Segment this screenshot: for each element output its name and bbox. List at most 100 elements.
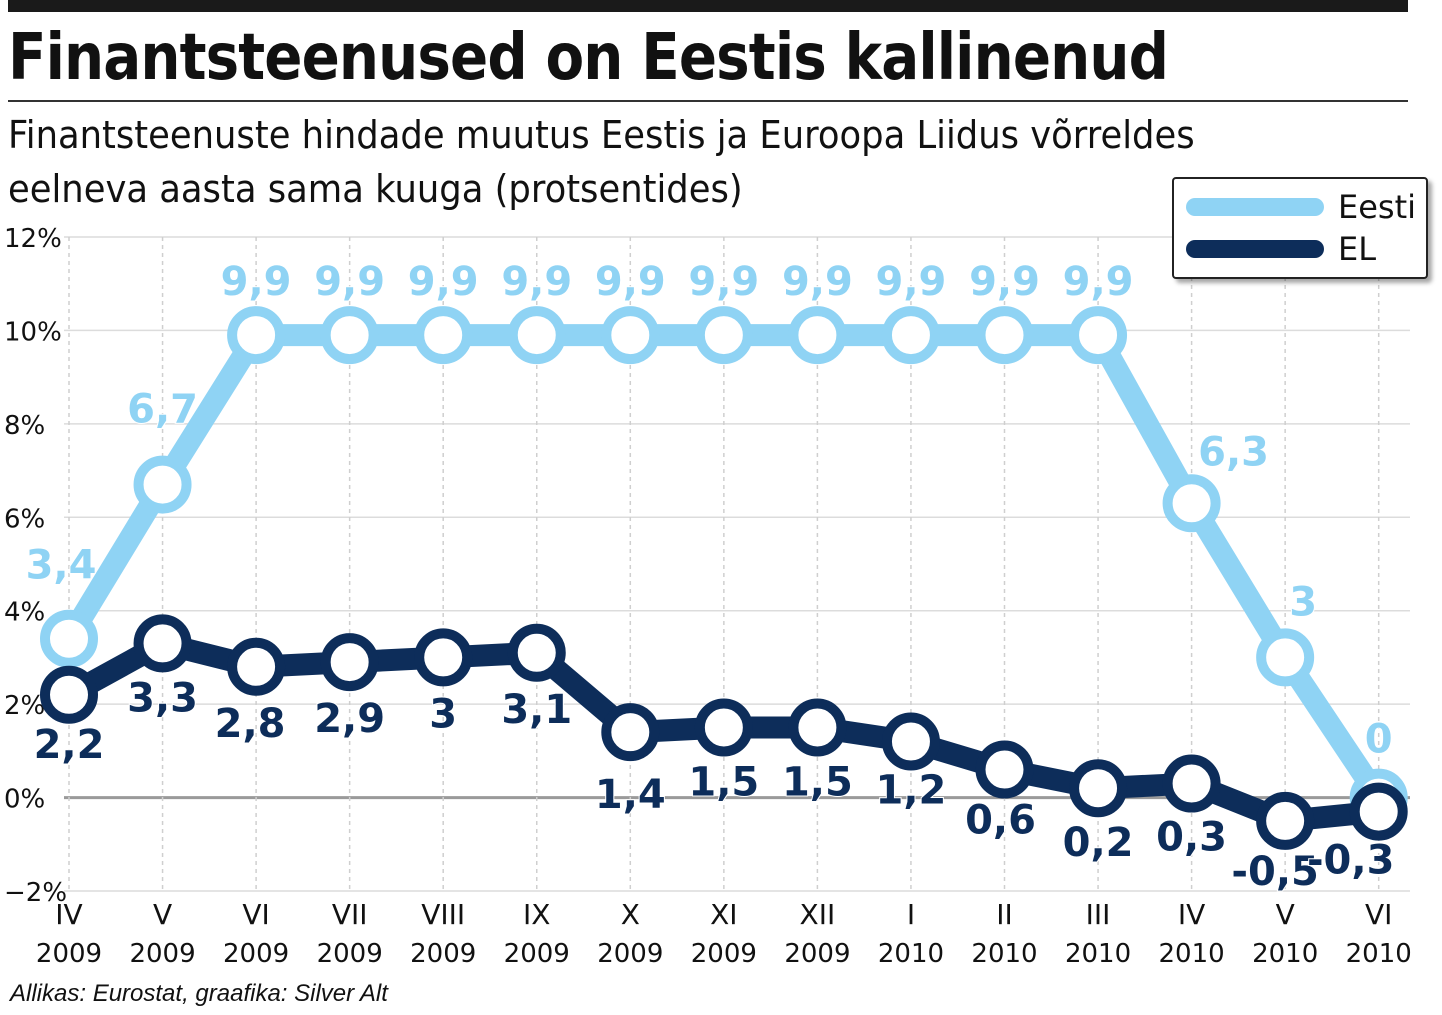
data-point-el	[507, 623, 566, 682]
x-tick-year: 2010	[878, 939, 944, 969]
data-point-el	[414, 628, 473, 687]
data-point-eesti	[975, 306, 1034, 365]
source-footer: Allikas: Eurostat, graafika: Silver Alt	[10, 980, 388, 1007]
data-label-eesti: 3,4	[26, 543, 97, 589]
data-point-eesti	[133, 455, 192, 514]
data-label-eesti: 9,9	[221, 259, 292, 305]
data-label-eesti: 6,7	[127, 387, 198, 433]
x-tick-year: 2009	[691, 939, 757, 969]
x-tick-year: 2009	[317, 939, 383, 969]
data-label-el: 0,3	[1156, 815, 1227, 861]
x-tick-month: VI	[242, 898, 269, 931]
data-label-el: 3	[429, 691, 457, 737]
y-tick-label: 12%	[4, 224, 62, 254]
data-point-el	[788, 698, 847, 757]
data-label-eesti: 0	[1365, 717, 1393, 763]
x-tick-month: VIII	[421, 898, 465, 931]
data-label-el: 0,2	[1063, 820, 1134, 866]
data-label-eesti: 3	[1289, 579, 1317, 625]
x-tick-month: VI	[1365, 898, 1392, 931]
top-rule	[8, 0, 1408, 12]
data-point-el	[975, 740, 1034, 799]
data-point-eesti	[227, 306, 286, 365]
x-tick-year: 2009	[784, 939, 850, 969]
data-label-eesti: 6,3	[1198, 429, 1269, 475]
data-point-el	[1069, 759, 1128, 818]
data-label-el: 2,9	[314, 696, 385, 742]
x-tick-year: 2009	[223, 939, 289, 969]
x-tick-month: XI	[710, 898, 737, 931]
title-rule	[8, 100, 1408, 102]
legend-label-eesti: Eesti	[1338, 188, 1417, 226]
x-tick-year: 2010	[1346, 939, 1412, 969]
y-tick-label: −2%	[4, 878, 67, 908]
data-label-eesti: 9,9	[595, 259, 666, 305]
data-label-eesti: 9,9	[782, 259, 853, 305]
data-point-eesti	[414, 306, 473, 365]
x-tick-month: IV	[1178, 898, 1205, 931]
legend-swatch-el	[1186, 240, 1324, 258]
legend-item-el: EL	[1186, 229, 1426, 269]
x-tick-year: 2010	[1065, 939, 1131, 969]
legend-label-el: EL	[1338, 230, 1377, 268]
data-point-eesti	[601, 306, 660, 365]
data-label-eesti: 9,9	[688, 259, 759, 305]
x-tick-year: 2009	[129, 939, 195, 969]
x-tick-year: 2009	[597, 939, 663, 969]
data-point-el	[133, 614, 192, 673]
data-point-el	[40, 665, 98, 724]
data-label-el: 3,1	[501, 687, 572, 733]
data-label-el: 2,2	[34, 722, 105, 768]
data-point-eesti	[320, 306, 379, 365]
data-label-eesti: 9,9	[501, 259, 572, 305]
data-label-el: -0,3	[1307, 838, 1394, 884]
chart-title: Finantsteenused on Eestis kallinenud	[8, 21, 1169, 95]
data-point-eesti	[40, 609, 98, 668]
data-point-el	[881, 712, 940, 771]
data-point-eesti	[1256, 628, 1315, 687]
y-tick-label: 10%	[4, 317, 62, 347]
legend-item-eesti: Eesti	[1186, 187, 1426, 227]
data-label-el: 1,5	[688, 760, 759, 806]
x-tick-month: IV	[55, 898, 82, 931]
x-tick-year: 2010	[971, 939, 1037, 969]
data-point-eesti	[1162, 474, 1221, 533]
x-tick-year: 2009	[410, 939, 476, 969]
x-tick-year: 2009	[504, 939, 570, 969]
data-label-eesti: 9,9	[314, 259, 385, 305]
x-tick-month: II	[996, 898, 1013, 931]
x-tick-month: XII	[800, 898, 836, 931]
data-point-eesti	[507, 306, 566, 365]
data-point-el	[1162, 754, 1221, 813]
data-point-el	[227, 637, 286, 696]
y-tick-label: 6%	[4, 504, 45, 534]
data-point-eesti	[694, 306, 753, 365]
data-label-eesti: 9,9	[876, 259, 947, 305]
y-tick-label: 0%	[4, 785, 45, 815]
x-tick-month: I	[907, 898, 915, 931]
legend-swatch-eesti	[1186, 198, 1324, 216]
data-label-el: 1,4	[595, 772, 666, 818]
data-label-el: 3,3	[127, 675, 198, 721]
x-tick-month: X	[621, 898, 640, 931]
data-point-el	[320, 633, 379, 692]
x-tick-month: VII	[332, 898, 368, 931]
data-label-el: 1,5	[782, 760, 853, 806]
x-tick-month: V	[1276, 898, 1295, 931]
data-point-eesti	[881, 306, 940, 365]
data-point-eesti	[788, 306, 847, 365]
data-point-el	[1349, 782, 1408, 841]
legend: Eesti EL	[1172, 177, 1428, 279]
x-tick-month: III	[1086, 898, 1111, 931]
y-tick-label: 4%	[4, 598, 45, 628]
data-label-eesti: 9,9	[1063, 259, 1134, 305]
x-tick-month: IX	[523, 898, 550, 931]
data-label-el: 2,8	[215, 701, 286, 747]
data-label-el: 1,2	[876, 768, 947, 814]
data-label-eesti: 9,9	[408, 259, 479, 305]
data-label-el: 0,6	[965, 798, 1036, 844]
data-label-eesti: 9,9	[969, 259, 1040, 305]
data-point-eesti	[1069, 306, 1128, 365]
data-label-el: -0,5	[1231, 849, 1318, 895]
